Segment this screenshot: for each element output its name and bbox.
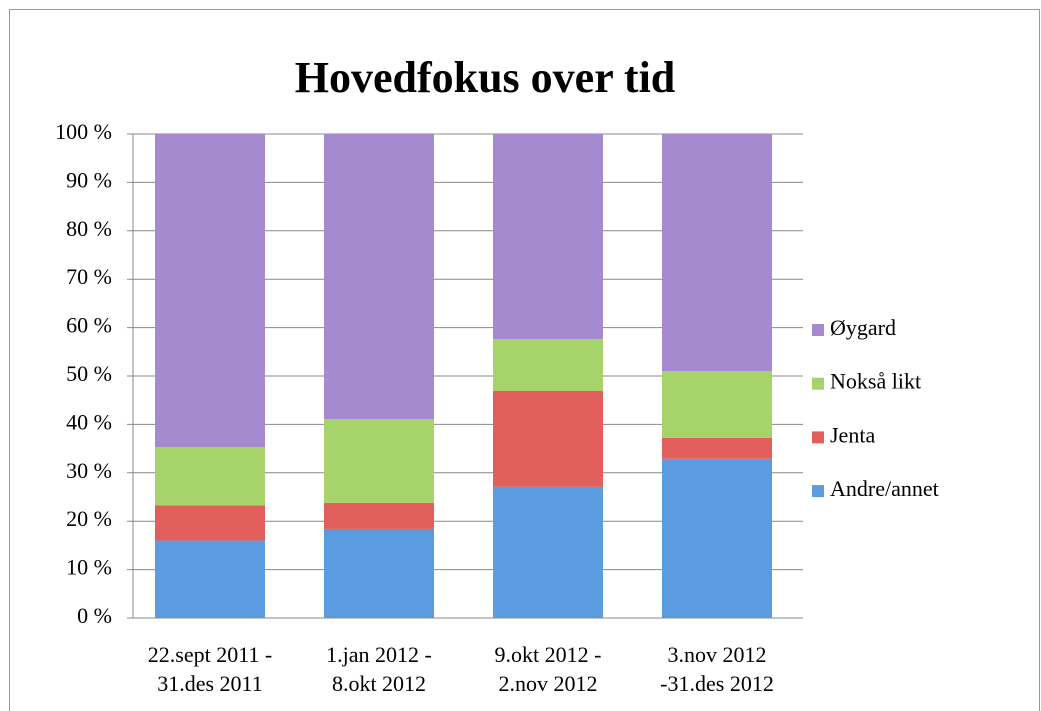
bar-segment — [324, 502, 434, 529]
bar-segment — [155, 540, 265, 618]
legend-swatch — [812, 324, 824, 336]
y-tick-label: 60 % — [66, 313, 112, 338]
x-tick-label: 1.jan 2012 - 8.okt 2012 — [326, 642, 432, 696]
x-tick-label: 9.okt 2012 - 2.nov 2012 — [494, 642, 602, 696]
y-tick-label: 20 % — [66, 506, 112, 531]
bar-segment — [324, 419, 434, 503]
bar-segment — [155, 447, 265, 506]
bar-segment — [493, 486, 603, 618]
bar-segment — [662, 134, 772, 372]
legend-swatch — [812, 431, 824, 444]
y-tick-label: 50 % — [66, 361, 112, 386]
bar-segment — [155, 134, 265, 448]
bar-segment — [155, 505, 265, 541]
legend-label: Jenta — [830, 422, 875, 447]
chart-title: Hovedfokus over tid — [295, 53, 676, 102]
x-tick-label: 22.sept 2011 - 31.des 2011 — [147, 642, 273, 696]
bar-segment — [662, 458, 772, 618]
legend-swatch — [812, 485, 824, 498]
bar-segment — [662, 437, 772, 459]
y-tick-label: 0 % — [77, 603, 112, 628]
legend-label: Øygard — [830, 315, 896, 340]
y-tick-label: 40 % — [66, 409, 112, 434]
bar-segment — [662, 371, 772, 438]
frame — [9, 9, 1040, 711]
bar-segment — [324, 134, 434, 420]
bar-segment — [493, 339, 603, 392]
bar-segment — [324, 528, 434, 618]
legend-label: Andre/annet — [830, 476, 939, 501]
y-tick-label: 90 % — [66, 167, 112, 192]
x-tick-label: 3.nov 2012 -31.des 2012 — [660, 642, 774, 696]
legend-swatch — [812, 377, 824, 390]
legend-label: Nokså likt — [830, 369, 921, 394]
y-tick-label: 10 % — [66, 555, 112, 580]
y-tick-label: 30 % — [66, 458, 112, 483]
bar-segment — [493, 134, 603, 340]
y-tick-label: 70 % — [66, 264, 112, 289]
y-tick-label: 80 % — [66, 216, 112, 241]
bar-segment — [493, 391, 603, 487]
y-tick-label: 100 % — [55, 119, 112, 144]
